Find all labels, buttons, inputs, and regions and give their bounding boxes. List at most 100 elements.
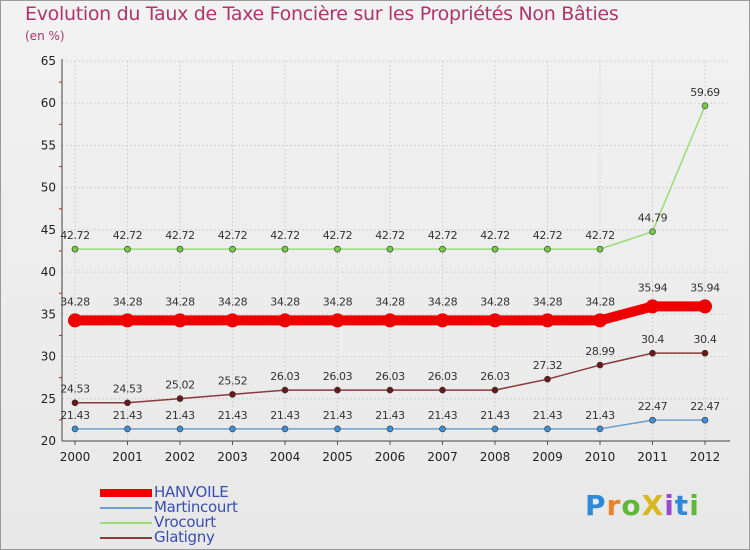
data-label-vrocourt: 42.72: [60, 229, 90, 242]
logo-letter: o: [621, 489, 642, 522]
x-tick-label: 2000: [60, 450, 91, 464]
data-label-hanvoile: 35.94: [638, 281, 668, 294]
data-point-vrocourt: [649, 228, 656, 235]
data-point-vrocourt: [124, 245, 131, 253]
data-point-hanvoile: [120, 313, 135, 328]
x-tick-label: 2012: [690, 450, 721, 464]
data-label-martincourt: 21.43: [533, 409, 563, 422]
data-point-hanvoile: [645, 299, 660, 314]
chart-title: Evolution du Taux de Taxe Foncière sur l…: [25, 3, 619, 25]
data-point-vrocourt: [334, 245, 341, 253]
data-point-hanvoile: [488, 313, 502, 328]
data-point-martincourt: [596, 425, 604, 433]
data-point-hanvoile: [698, 299, 712, 314]
data-label-vrocourt: 42.72: [375, 229, 405, 242]
data-label-hanvoile: 34.28: [480, 295, 510, 308]
logo-letter: r: [606, 489, 622, 522]
data-point-hanvoile: [540, 313, 555, 328]
data-point-vrocourt: [176, 245, 184, 253]
logo-letter: i: [664, 489, 675, 522]
data-point-hanvoile: [383, 313, 397, 328]
y-tick-label: 65: [41, 54, 56, 68]
data-point-martincourt: [334, 425, 341, 433]
data-point-hanvoile: [435, 313, 450, 328]
data-label-hanvoile: 34.28: [323, 295, 353, 308]
data-label-glatigny: 24.53: [113, 383, 143, 396]
x-tick-label: 2011: [637, 450, 668, 464]
data-point-hanvoile: [278, 313, 292, 328]
data-point-martincourt: [281, 425, 289, 433]
y-tick-label: 25: [41, 392, 56, 406]
data-label-vrocourt: 42.72: [218, 229, 248, 242]
x-tick-label: 2008: [480, 450, 511, 464]
data-label-glatigny: 26.03: [428, 370, 458, 383]
data-label-glatigny: 30.4: [694, 333, 717, 346]
x-tick-label: 2006: [375, 450, 406, 464]
data-label-vrocourt: 42.72: [323, 229, 353, 242]
y-tick-label: 20: [41, 434, 56, 448]
y-tick-label: 35: [41, 307, 56, 321]
data-label-glatigny: 25.02: [165, 379, 195, 392]
data-label-martincourt: 21.43: [585, 409, 615, 422]
y-tick-label: 50: [41, 181, 56, 195]
data-point-vrocourt: [281, 245, 289, 253]
legend-label: HANVOILE: [154, 483, 229, 501]
logo-letter: P: [585, 489, 607, 522]
data-point-martincourt: [649, 416, 656, 424]
legend-label: Martincourt: [154, 498, 238, 516]
legend-label: Vrocourt: [154, 513, 216, 531]
data-point-hanvoile: [225, 313, 240, 328]
data-point-martincourt: [491, 425, 499, 433]
data-point-vrocourt: [229, 245, 236, 253]
data-point-martincourt: [439, 425, 446, 433]
data-point-vrocourt: [491, 245, 499, 253]
axes: 20 25 30 35 40 45 50 55 60 65 2000 2001 2002 2003 2004…: [41, 54, 730, 464]
x-tick-label: 2001: [112, 450, 143, 464]
data-label-martincourt: 21.43: [375, 409, 405, 422]
data-point-vrocourt: [596, 245, 604, 253]
data-point-glatigny: [334, 386, 341, 394]
y-tick-label: 30: [41, 350, 56, 364]
data-label-vrocourt: 42.72: [428, 229, 458, 242]
unit-label: (en %): [25, 29, 65, 43]
data-point-martincourt: [124, 425, 131, 433]
data-label-glatigny: 30.4: [641, 333, 664, 346]
data-label-vrocourt: 42.72: [480, 229, 510, 242]
data-label-martincourt: 21.43: [60, 409, 90, 422]
data-point-glatigny: [491, 386, 499, 394]
logo-letter: X: [641, 489, 665, 522]
data-label-martincourt: 21.43: [113, 409, 143, 422]
data-point-vrocourt: [701, 102, 709, 110]
data-label-vrocourt: 42.72: [270, 229, 300, 242]
data-point-glatigny: [71, 399, 79, 407]
data-point-vrocourt: [71, 245, 79, 253]
data-label-vrocourt: 59.69: [690, 86, 720, 99]
data-label-martincourt: 21.43: [218, 409, 248, 422]
data-label-glatigny: 27.32: [533, 359, 563, 372]
data-point-vrocourt: [386, 245, 394, 253]
data-label-vrocourt: 42.72: [585, 229, 615, 242]
data-label-glatigny: 24.53: [60, 383, 90, 396]
grid-lines: [62, 60, 730, 442]
data-label-hanvoile: 34.28: [165, 295, 195, 308]
y-tick-label: 40: [41, 265, 56, 279]
y-tick-label: 60: [41, 96, 56, 110]
proxiti-logo: ProXiti: [585, 489, 700, 522]
x-tick-label: 2004: [270, 450, 301, 464]
data-point-glatigny: [229, 391, 236, 398]
x-tick-label: 2010: [585, 450, 616, 464]
data-label-vrocourt: 42.72: [165, 229, 195, 242]
legend-swatch: [100, 507, 152, 509]
data-label-glatigny: 28.99: [585, 345, 615, 358]
data-label-vrocourt: 44.79: [638, 212, 668, 225]
data-label-glatigny: 26.03: [375, 370, 405, 383]
data-point-glatigny: [439, 386, 446, 394]
data-label-martincourt: 21.43: [165, 409, 195, 422]
data-label-martincourt: 22.47: [638, 400, 668, 413]
data-label-glatigny: 26.03: [270, 370, 300, 383]
data-point-glatigny: [596, 361, 604, 369]
data-point-hanvoile: [330, 313, 345, 328]
data-point-glatigny: [544, 375, 551, 383]
data-point-glatigny: [649, 349, 656, 357]
